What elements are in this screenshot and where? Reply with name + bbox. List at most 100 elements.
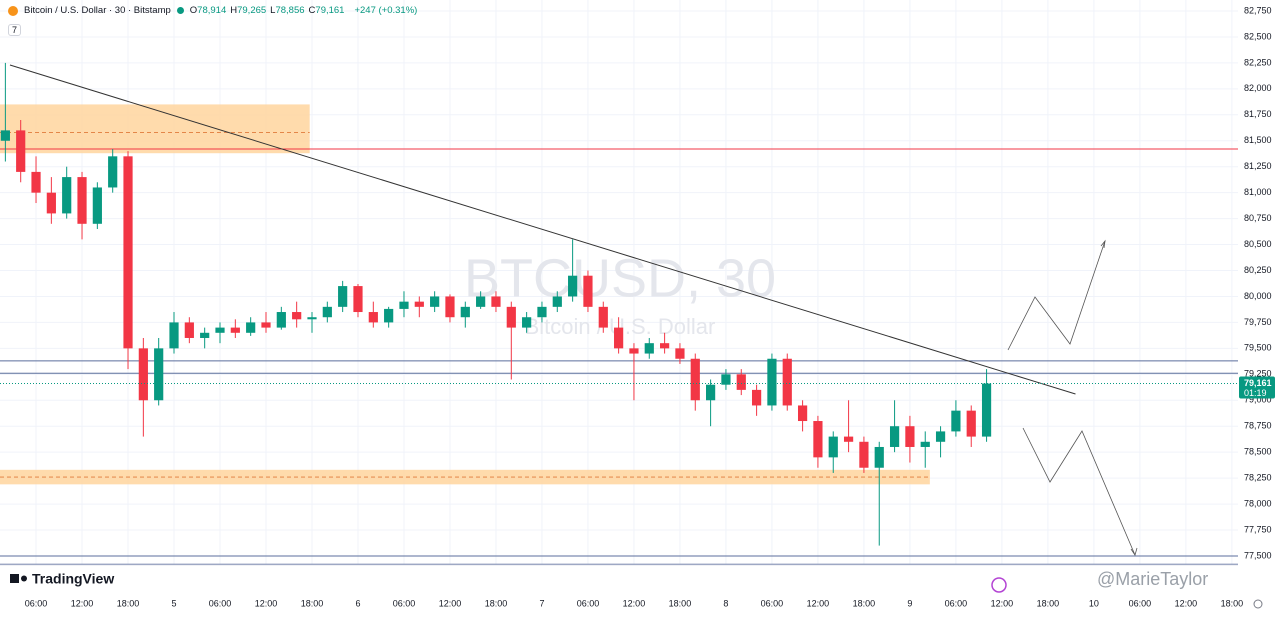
candle-body <box>966 410 976 437</box>
candle-body <box>644 343 654 354</box>
candle-body <box>46 192 56 214</box>
y-tick-label: 82,750 <box>1244 5 1272 15</box>
x-tick-label: 18:00 <box>669 598 692 608</box>
candle-body <box>322 306 332 318</box>
candle-body <box>476 296 486 307</box>
candle-body <box>889 426 900 447</box>
settings-icon[interactable] <box>1253 599 1263 609</box>
x-tick-label: 18:00 <box>117 598 140 608</box>
y-tick-label: 78,000 <box>1244 498 1272 508</box>
x-tick-label: 12:00 <box>807 598 830 608</box>
candle-body <box>721 374 731 385</box>
candle-body <box>123 156 133 349</box>
candle-body <box>430 296 440 307</box>
x-tick-label: 12:00 <box>1175 598 1198 608</box>
x-tick-label: 10 <box>1089 598 1099 608</box>
plot <box>0 62 1238 565</box>
candle-body <box>62 177 72 214</box>
candle-body <box>614 327 624 349</box>
trendline <box>9 64 1076 395</box>
candle-body <box>537 306 547 318</box>
candle-body <box>169 322 179 349</box>
x-tick-label: 18:00 <box>485 598 508 608</box>
candle-body <box>629 348 639 354</box>
symbol-icon <box>8 5 18 16</box>
brand: TradingView <box>32 571 114 587</box>
candle-body <box>782 358 792 406</box>
x-tick-label: 06:00 <box>1129 598 1152 608</box>
candle-body <box>675 348 685 359</box>
candle-body <box>859 441 869 468</box>
candle-body <box>338 286 348 307</box>
market-dot <box>176 7 184 14</box>
zone <box>0 104 310 154</box>
ohlc-value: 79,161 <box>315 5 345 16</box>
x-tick-label: 06:00 <box>393 598 416 608</box>
candle-body <box>905 426 915 447</box>
candle-body <box>200 332 210 338</box>
x-tick-label: 06:00 <box>209 598 232 608</box>
candle-body <box>598 306 608 328</box>
candle-body <box>920 441 930 447</box>
candle-body <box>138 348 148 401</box>
last-price-tag <box>1239 376 1275 399</box>
ohlc-label: L <box>270 5 276 16</box>
last-price-label: 79,161 <box>1244 378 1272 388</box>
candle-body <box>951 410 961 432</box>
x-tick-label: 18:00 <box>1221 598 1244 608</box>
candle-body <box>568 275 578 297</box>
ohlc-value: 79,265 <box>237 5 267 16</box>
candle-body <box>16 130 26 172</box>
y-tick-label: 79,750 <box>1244 317 1272 327</box>
candle-body <box>828 436 838 458</box>
candle-body <box>414 301 424 307</box>
candle-body <box>797 405 808 422</box>
symbol[interactable]: Bitcoin / U.S. Dollar · 30 · Bitstamp <box>24 5 171 16</box>
candle-body <box>0 130 10 141</box>
candle-body <box>552 296 562 307</box>
y-tick-label: 81,000 <box>1244 187 1272 197</box>
y-tick-label: 82,000 <box>1244 83 1272 93</box>
x-tick-label: 18:00 <box>853 598 876 608</box>
y-tick-label: 78,500 <box>1244 447 1272 457</box>
y-tick-label: 81,250 <box>1244 161 1272 171</box>
x-tick-label: 06:00 <box>25 598 48 608</box>
candle-body <box>706 384 716 401</box>
change: +247 (+0.31%) <box>354 5 418 16</box>
indicators-toggle[interactable]: 7 <box>8 24 22 36</box>
candle-body <box>292 312 302 320</box>
y-tick-label: 80,500 <box>1244 239 1272 249</box>
candle-body <box>874 446 884 468</box>
countdown: 01:19 <box>1244 388 1267 398</box>
candle-body <box>276 312 286 328</box>
watermark: BTCUSD, 30 <box>464 248 776 308</box>
y-tick-label: 80,000 <box>1244 291 1272 301</box>
forecast-down <box>1022 427 1136 556</box>
candle-body <box>506 306 516 328</box>
y-tick-label: 78,750 <box>1244 421 1272 431</box>
alert-icon[interactable] <box>991 577 1007 593</box>
x-tick-label: 06:00 <box>761 598 784 608</box>
candle-body <box>751 389 762 406</box>
y-tick-label: 82,500 <box>1244 31 1272 41</box>
y-tick-label: 79,500 <box>1244 343 1272 353</box>
y-tick-label: 77,500 <box>1244 550 1272 560</box>
x-tick-label: 5 <box>172 598 177 608</box>
y-tick-label: 81,750 <box>1244 109 1272 119</box>
ohlc-label: C <box>308 5 316 16</box>
candle-body <box>583 275 593 307</box>
candle-body <box>184 322 194 338</box>
y-tick-label: 80,250 <box>1244 265 1272 275</box>
candle-body <box>522 317 532 328</box>
candle-body <box>813 421 823 458</box>
candle-body <box>215 327 225 333</box>
candle-body <box>246 322 256 333</box>
candle-body <box>981 383 992 437</box>
y-tick-label: 79,250 <box>1244 369 1272 379</box>
ohlc: O78,914 H79,265 L78,856 C79,161 <box>190 5 349 16</box>
x-tick-label: 9 <box>907 598 912 608</box>
candle-body <box>491 296 501 307</box>
candle-body <box>31 171 41 193</box>
